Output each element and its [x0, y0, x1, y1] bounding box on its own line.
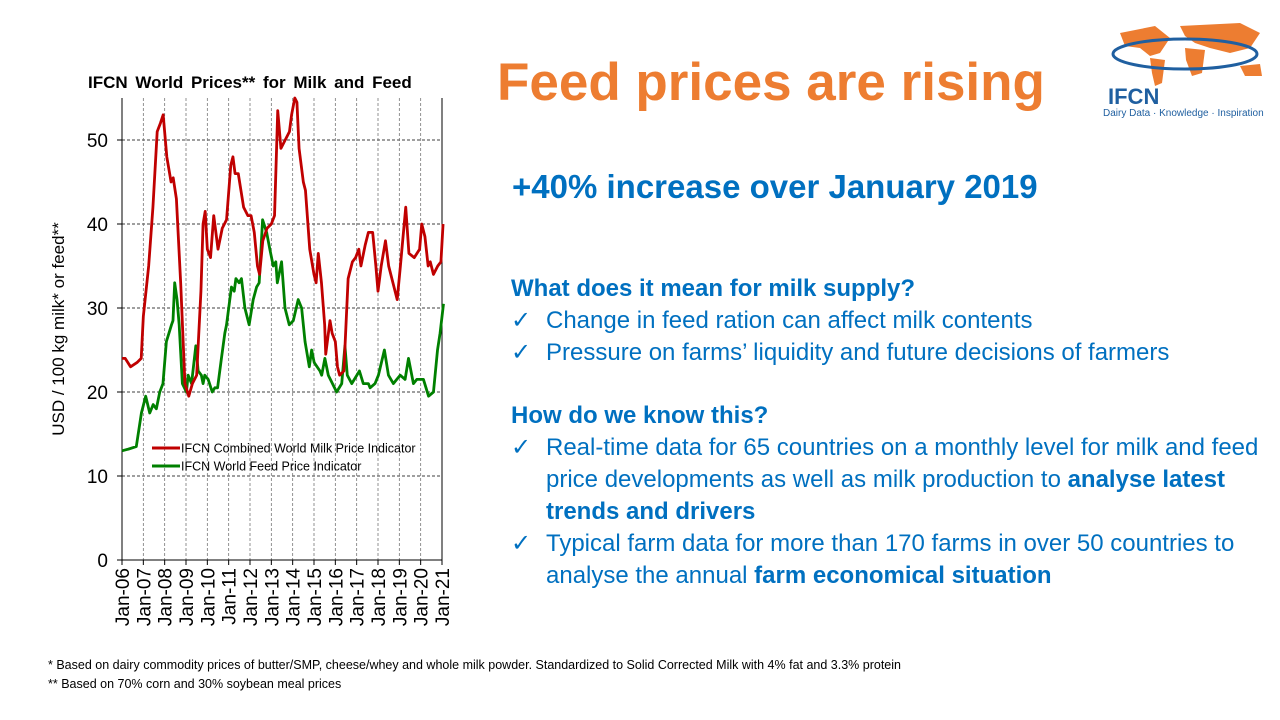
logo-name: IFCN: [1108, 84, 1160, 109]
bullet-real-time-data: ✓ Real-time data for 65 countries on a mo…: [511, 432, 1276, 528]
headline: Feed prices are rising: [497, 53, 1045, 112]
bullet-bold-text: farm economical situation: [754, 562, 1052, 589]
question-how-know: How do we know this?: [511, 402, 769, 429]
x-tick-label: Jan-15: [305, 568, 326, 626]
question-milk-supply: What does it mean for milk supply?: [511, 275, 916, 302]
x-tick-label: Jan-20: [412, 568, 433, 626]
check-icon: ✓: [511, 339, 532, 366]
y-axis-label: USD / 100 kg milk* or feed**: [49, 222, 68, 436]
footnote-feed: ** Based on 70% corn and 30% soybean mea…: [48, 677, 342, 691]
chart-title: IFCN World Prices** for Milk and Feed: [88, 73, 412, 92]
bullet-text: Typical farm data for more than 170 farm…: [546, 530, 1235, 589]
x-tick-label: Jan-13: [262, 568, 283, 626]
footnote-milk: * Based on dairy commodity prices of but…: [48, 658, 901, 672]
ifcn-logo: [1100, 18, 1275, 128]
bullet-text: Change in feed ration can affect milk co…: [546, 307, 1033, 334]
y-tick-label: 40: [87, 215, 108, 236]
x-tick-label: Jan-06: [113, 568, 134, 626]
bullet-text: Pressure on farms’ liquidity and future …: [546, 339, 1170, 366]
logo-tagline: Dairy Data · Knowledge · Inspiration: [1103, 108, 1264, 119]
x-tick-label: Jan-07: [134, 568, 155, 626]
y-tick-label: 20: [87, 383, 108, 404]
legend-label: IFCN Combined World Milk Price Indicator: [181, 442, 416, 456]
check-icon: ✓: [511, 434, 532, 461]
y-tick-label: 10: [87, 467, 108, 488]
check-icon: ✓: [511, 307, 532, 334]
check-icon: ✓: [511, 530, 532, 557]
legend-label: IFCN World Feed Price Indicator: [181, 460, 361, 474]
x-tick-label: Jan-08: [156, 568, 177, 626]
y-tick-label: 0: [97, 551, 108, 572]
x-tick-label: Jan-10: [198, 568, 219, 626]
x-tick-label: Jan-21: [433, 568, 454, 626]
bullet-text: Real-time data for 65 countries on a mon…: [546, 434, 1259, 493]
x-tick-label: Jan-16: [326, 568, 347, 626]
bullet-bold-text: analyse latest trends and drivers: [546, 466, 1226, 525]
bullet-liquidity: ✓ Pressure on farms’ liquidity and future…: [511, 337, 1280, 369]
bullet-typical-farm: ✓ Typical farm data for more than 170 far…: [511, 528, 1280, 592]
y-tick-label: 50: [87, 131, 108, 152]
series-line: [121, 218, 445, 453]
series-line: [122, 96, 445, 398]
x-tick-label: Jan-09: [177, 568, 198, 626]
x-tick-label: Jan-12: [241, 568, 262, 626]
x-tick-label: Jan-14: [284, 568, 305, 627]
x-tick-label: Jan-17: [348, 568, 369, 626]
bullet-feed-ration: ✓ Change in feed ration can affect milk c…: [511, 305, 1280, 337]
subheadline: +40% increase over January 2019: [512, 168, 1038, 205]
x-tick-label: Jan-18: [369, 568, 390, 626]
x-tick-label: Jan-19: [390, 568, 411, 626]
x-tick-label: Jan-11: [220, 568, 241, 625]
y-tick-label: 30: [87, 299, 108, 320]
world-map-icon: [1111, 23, 1262, 86]
